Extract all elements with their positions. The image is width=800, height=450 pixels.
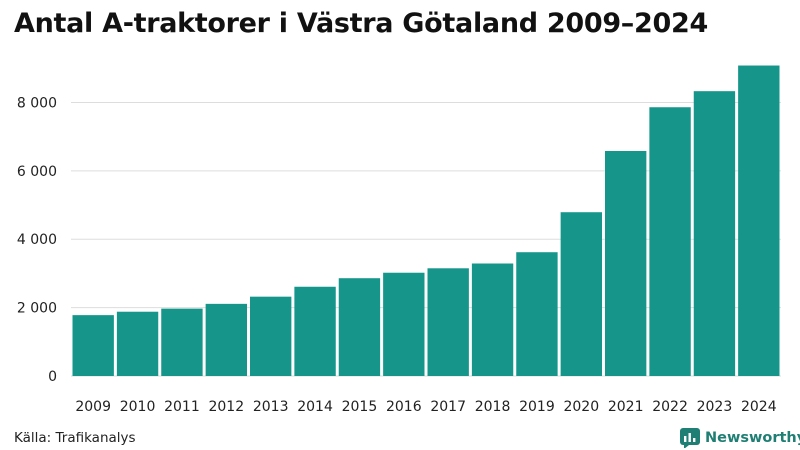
bar-2018: [471, 263, 514, 376]
bar-2014: [294, 286, 336, 376]
bar-2012: [205, 303, 247, 376]
bar-2010: [116, 311, 159, 376]
x-tick-label: 2020: [563, 399, 599, 415]
x-tick-label: 2012: [208, 399, 244, 415]
y-axis-labels: 0 2 000 4 000 6 000 8 000: [17, 95, 57, 385]
bar-2009: [72, 315, 114, 376]
source-note: Källa: Trafikanalys: [14, 430, 136, 446]
bar-2017: [427, 268, 469, 376]
x-tick-label: 2015: [342, 399, 378, 415]
x-tick-label: 2010: [120, 399, 156, 415]
x-tick-label: 2021: [608, 399, 644, 415]
bar-2015: [338, 278, 381, 376]
bar-2019: [516, 252, 558, 376]
bar-2011: [161, 308, 203, 376]
bar-2024: [738, 65, 780, 376]
y-tick-label: 4 000: [17, 232, 57, 248]
x-tick-label: 2023: [697, 399, 733, 415]
x-axis-labels: 2009 2010 2011 2012 2013 2014 2015 2016 2017 2018…: [75, 399, 776, 415]
x-tick-label: 2024: [741, 399, 777, 415]
bar-2013: [250, 296, 292, 376]
x-tick-label: 2016: [386, 399, 422, 415]
chart-title: Antal A-traktorer i Västra Götaland 2009…: [14, 8, 708, 39]
brand-logo: Newsworthy: [680, 428, 800, 448]
bar-2020: [560, 212, 602, 376]
bar-2021: [605, 151, 647, 376]
bars: [72, 65, 780, 377]
brand-name: Newsworthy: [705, 430, 800, 446]
bar-2016: [383, 272, 425, 376]
x-tick-label: 2018: [475, 399, 511, 415]
x-tick-label: 2011: [164, 399, 200, 415]
bar-2022: [649, 107, 691, 376]
x-tick-label: 2019: [519, 399, 555, 415]
bar-2023: [693, 91, 736, 377]
y-tick-label: 6 000: [17, 164, 57, 180]
newsworthy-logo-icon: [680, 428, 700, 448]
x-tick-label: 2014: [297, 399, 333, 415]
y-tick-label: 2 000: [17, 301, 57, 317]
y-tick-label: 8 000: [17, 95, 57, 111]
y-tick-label: 0: [48, 369, 57, 385]
x-tick-label: 2017: [430, 399, 466, 415]
x-tick-label: 2022: [652, 399, 688, 415]
x-tick-label: 2009: [75, 399, 111, 415]
x-tick-label: 2013: [253, 399, 289, 415]
